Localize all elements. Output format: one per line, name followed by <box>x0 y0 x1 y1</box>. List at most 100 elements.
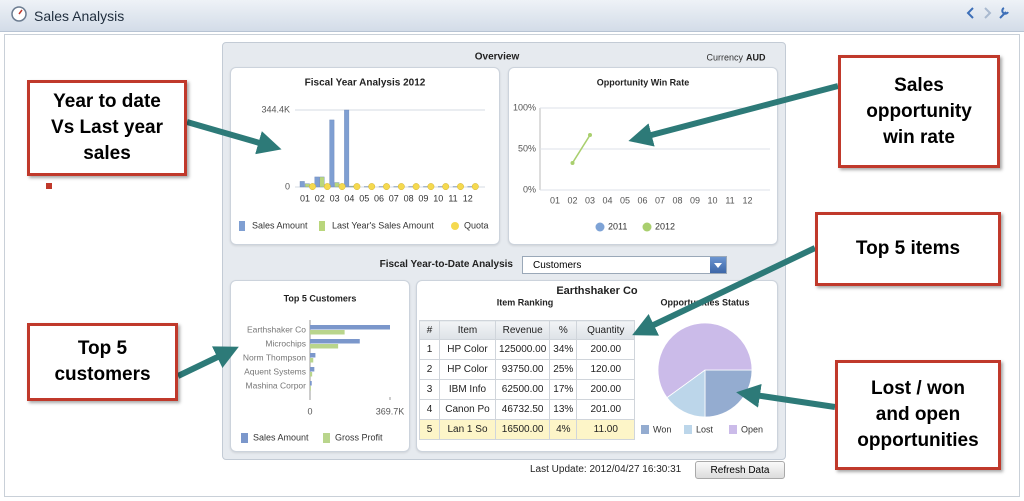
arrow <box>176 346 239 379</box>
callout-line: sales <box>83 143 131 164</box>
bar <box>299 181 305 188</box>
y-tick-label: Microchips <box>265 338 306 348</box>
settings-icon[interactable] <box>999 7 1009 19</box>
overview-title: Overview <box>475 52 520 63</box>
x-tick-label: 10 <box>707 195 717 205</box>
callout: Lost / won and open opportunities <box>835 360 1001 470</box>
table-row[interactable]: 3 IBM Info 62500.00 17% 200.00 <box>419 379 636 400</box>
table-header: # Item Revenue% Quantity <box>419 320 636 340</box>
legend-label: 2012 <box>655 221 675 231</box>
analysis-select[interactable]: Customers <box>522 256 727 274</box>
ranking-table-wrap: # Item Revenue% Quantity 1 HP Color 125000.00 3… <box>419 320 636 440</box>
table-row[interactable]: 5 Lan 1 So 16500.00 4% 11.00 <box>419 419 636 440</box>
legend-label: Sales Amount <box>253 432 309 442</box>
x-tick-label: 02 <box>315 193 325 203</box>
x-tick-label: 01 <box>550 195 560 205</box>
callout-line: Top 5 <box>77 338 128 359</box>
selector-label: Fiscal Year-to-Date Analysis <box>379 259 513 270</box>
x-tick-label: 08 <box>672 195 682 205</box>
x-tick-label: 10 <box>433 193 443 203</box>
table-row[interactable]: 4 Canon Po 46732.50 13% 201.00 <box>419 399 636 420</box>
select-arrow <box>714 263 722 268</box>
bar <box>314 176 320 188</box>
column-header: Item <box>439 320 496 340</box>
x-tick-label: 07 <box>389 193 399 203</box>
callout-line: and open <box>875 404 961 425</box>
legend-swatch <box>451 222 459 230</box>
callout: Year to date Vs Last year sales <box>27 80 187 176</box>
ranking-title: Item Ranking <box>497 297 554 307</box>
bar <box>310 358 314 363</box>
table-row[interactable]: 1 HP Color 125000.00 34% 200.00 <box>419 339 636 360</box>
bar <box>344 109 350 188</box>
legend-label: Open <box>741 424 763 434</box>
win-rate-panel <box>508 67 778 245</box>
point <box>570 160 575 165</box>
y-tick-label: Aquent Systems <box>244 366 306 376</box>
x-tick-label: 01 <box>300 193 310 203</box>
next-icon[interactable] <box>984 7 992 19</box>
point <box>338 183 346 191</box>
point <box>471 183 479 191</box>
callout: Top 5 items <box>815 212 1001 286</box>
arrows <box>176 83 839 410</box>
title-bar: Sales Analysis <box>0 0 1024 32</box>
x-tick-label: 09 <box>690 195 700 205</box>
line <box>571 134 591 164</box>
arrow <box>186 119 282 155</box>
table-cell: Lan 1 So <box>439 419 496 440</box>
x-tick-label: 04 <box>344 193 354 203</box>
bar <box>310 381 312 386</box>
table-cell: 5 <box>419 419 440 440</box>
x-tick-label: 04 <box>602 195 612 205</box>
callout-line: Vs Last year <box>51 117 163 138</box>
y-tick-label: Norm Thompson <box>243 352 306 362</box>
bar <box>334 182 340 188</box>
customers-title: Top 5 Customers <box>284 293 357 303</box>
ranking-table: # Item Revenue% Quantity 1 HP Color 125000.00 3… <box>419 320 636 440</box>
x-tick-label: 11 <box>725 195 734 205</box>
bar <box>319 176 325 188</box>
last-update: Last Update: 2012/04/27 16:30:31 <box>530 464 682 475</box>
point <box>368 183 376 191</box>
y-tick-label: 0 <box>285 181 290 191</box>
point <box>397 183 405 191</box>
currency-label: Currency <box>706 52 743 62</box>
x-tick-label: 06 <box>374 193 384 203</box>
bar <box>310 386 311 391</box>
refresh-button[interactable]: Refresh Data <box>695 461 785 479</box>
x-tick-label: 11 <box>448 193 457 203</box>
bar <box>310 367 315 372</box>
legend-label: Won <box>653 424 671 434</box>
legend-label: Last Year's Sales Amount <box>332 220 434 230</box>
fiscal-title: Fiscal Year Analysis 2012 <box>305 78 426 89</box>
legend-swatch <box>319 221 325 231</box>
customers-panel <box>230 280 410 452</box>
x-tick-label: 12 <box>742 195 752 205</box>
select-button[interactable] <box>710 257 726 273</box>
arrow <box>632 245 817 336</box>
column-header: Revenue <box>494 320 551 340</box>
legend-swatch <box>642 222 652 232</box>
x-tick-label: 0 <box>307 406 312 416</box>
marker-dot <box>46 183 52 189</box>
select-value: Customers <box>533 260 582 271</box>
callout-line: customers <box>54 364 151 385</box>
table-cell: 16500.00 <box>494 419 551 440</box>
bar <box>310 353 316 358</box>
y-tick-label: 100% <box>513 102 536 112</box>
arrow <box>714 263 722 268</box>
prev-icon[interactable] <box>966 7 974 19</box>
x-tick-label: 03 <box>585 195 595 205</box>
x-tick-label: 05 <box>620 195 630 205</box>
fiscal-panel <box>230 67 500 245</box>
x-tick-label: 08 <box>404 193 414 203</box>
y-tick-label: 344.4K <box>261 104 290 114</box>
bar <box>310 339 360 344</box>
table-cell: 11.00 <box>576 419 636 440</box>
point <box>427 183 435 191</box>
app-icon-needle <box>18 9 23 15</box>
point <box>353 183 361 191</box>
callout: Sales opportunity win rate <box>838 55 1000 168</box>
x-tick-label: 369.7K <box>376 406 405 416</box>
